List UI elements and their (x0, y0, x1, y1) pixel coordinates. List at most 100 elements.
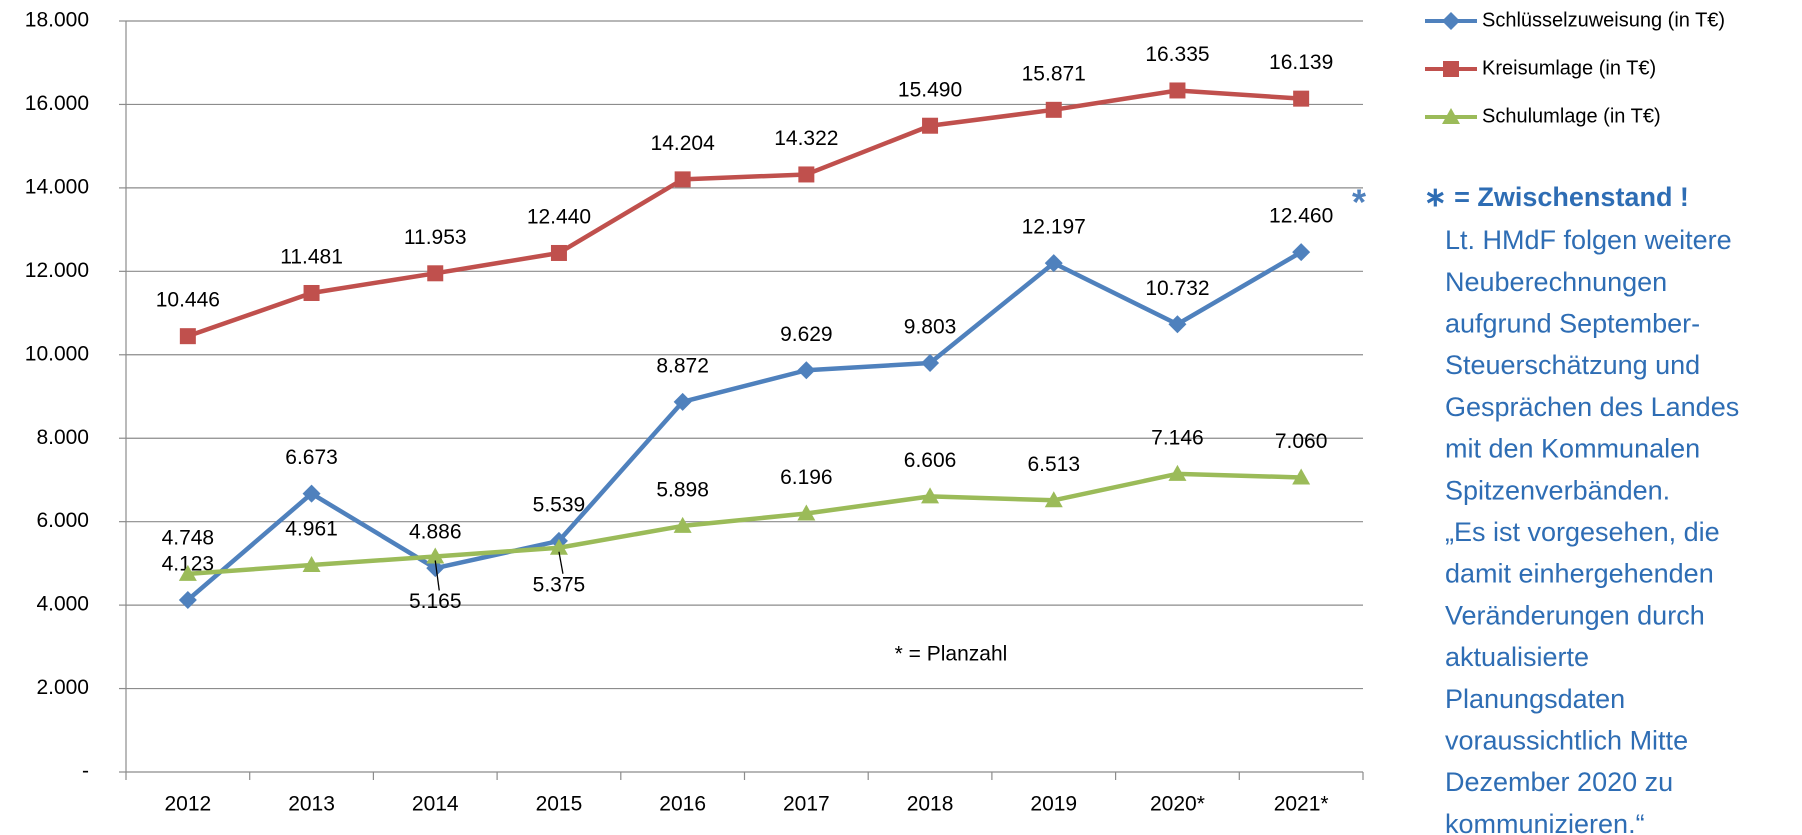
y-tick-label: 8.000 (36, 426, 89, 449)
data-label: 5.375 (533, 573, 586, 596)
x-tick-label: 2016 (659, 793, 706, 816)
series-line (187, 471, 1302, 577)
point (1292, 468, 1311, 485)
y-tick-label: - (82, 760, 89, 783)
data-label: 10.446 (156, 289, 220, 312)
point (302, 556, 321, 573)
note-line: Steuerschätzung und (1445, 350, 1700, 380)
point (1442, 108, 1460, 124)
x-tick-label: 2015 (536, 793, 583, 816)
note-line: Spitzenverbänden. (1445, 475, 1670, 505)
data-label: 16.139 (1269, 51, 1333, 74)
point (303, 284, 320, 301)
data-label: 5.165 (409, 590, 462, 613)
point (426, 559, 445, 578)
data-label: 6.196 (780, 466, 833, 489)
point (921, 487, 940, 504)
point (1293, 90, 1310, 107)
leader-line (558, 551, 564, 574)
note-line: voraussichtlich Mitte (1445, 726, 1688, 756)
note-line: Gesprächen des Landes (1445, 392, 1739, 422)
note-line: kommunizieren.“ (1445, 809, 1645, 835)
data-label: 8.872 (656, 354, 709, 377)
x-tick-label: 2012 (164, 793, 211, 816)
data-label: 15.871 (1022, 62, 1086, 85)
data-label: 5.539 (533, 493, 586, 516)
note-line: Neuberechnungen (1445, 267, 1667, 297)
point (673, 516, 692, 533)
data-label: 6.673 (285, 446, 338, 469)
legend-label: Kreisumlage (in T€) (1482, 57, 1656, 79)
x-tick-label: 2013 (288, 793, 335, 816)
annotation: * = Planzahl (895, 643, 1008, 666)
data-label: 6.606 (904, 449, 957, 472)
series-line (186, 250, 1303, 602)
point (797, 504, 816, 521)
data-label: 12.460 (1269, 205, 1333, 228)
data-label: 14.322 (774, 127, 838, 150)
data-label: 4.123 (162, 553, 215, 576)
data-label: 15.490 (898, 78, 962, 101)
point (1443, 61, 1459, 77)
point (922, 117, 939, 134)
data-label: 7.060 (1275, 430, 1328, 453)
data-label: 5.898 (656, 478, 709, 501)
point (427, 265, 444, 282)
point (921, 353, 940, 372)
point (1044, 254, 1063, 273)
data-label: 11.481 (280, 246, 343, 269)
data-label: 4.748 (162, 526, 215, 549)
point (798, 166, 815, 183)
data-label: 16.335 (1145, 43, 1209, 66)
data-label: 10.732 (1145, 277, 1209, 300)
point (673, 392, 692, 411)
y-tick-label: 4.000 (36, 593, 89, 616)
data-label: 14.204 (651, 132, 716, 155)
y-tick-label: 6.000 (36, 509, 89, 532)
note-line: aktualisierte (1445, 642, 1589, 672)
x-tick-label: 2021* (1274, 793, 1329, 816)
data-label: 4.961 (285, 518, 338, 541)
note-line: mit den Kommunalen (1445, 434, 1700, 464)
note-line: damit einhergehenden (1445, 559, 1714, 589)
note-line: Lt. HMdF folgen weitere (1445, 225, 1732, 255)
point (549, 538, 568, 555)
note-line: Dezember 2020 zu (1445, 767, 1673, 797)
y-tick-label: 12.000 (25, 259, 89, 282)
legend-label: Schlüsselzuweisung (in T€) (1482, 9, 1725, 31)
point (674, 171, 691, 188)
point (1169, 82, 1186, 99)
data-label: 4.886 (409, 521, 462, 544)
y-tick-label: 14.000 (25, 175, 89, 198)
point (1442, 12, 1460, 30)
point (179, 328, 196, 345)
x-tick-label: 2019 (1030, 793, 1077, 816)
data-label: 6.513 (1027, 453, 1080, 476)
note-line: Veränderungen durch (1445, 600, 1705, 630)
data-label: 9.803 (904, 316, 957, 339)
point (1292, 243, 1311, 262)
legend-label: Schulumlage (in T€) (1482, 105, 1661, 127)
note-line: „Es ist vorgesehen, die (1445, 517, 1720, 547)
point (178, 564, 197, 581)
x-tick-label: 2018 (907, 793, 954, 816)
leader-line (434, 560, 440, 591)
series-line (187, 88, 1302, 339)
note-line: Planungsdaten (1445, 684, 1625, 714)
point (178, 590, 197, 609)
y-tick-label: 18.000 (25, 9, 89, 32)
y-tick-label: 10.000 (25, 342, 89, 365)
point (550, 244, 567, 261)
point (797, 361, 816, 380)
annotation: * (1352, 182, 1366, 223)
x-tick-label: 2014 (412, 793, 459, 816)
point (302, 484, 321, 503)
point (1045, 101, 1062, 118)
note-line: aufgrund September- (1445, 309, 1700, 339)
y-tick-label: 2.000 (36, 676, 89, 699)
y-tick-label: 16.000 (25, 92, 89, 115)
data-label: 12.197 (1022, 216, 1086, 239)
x-tick-label: 2017 (783, 793, 830, 816)
point (1168, 315, 1187, 334)
